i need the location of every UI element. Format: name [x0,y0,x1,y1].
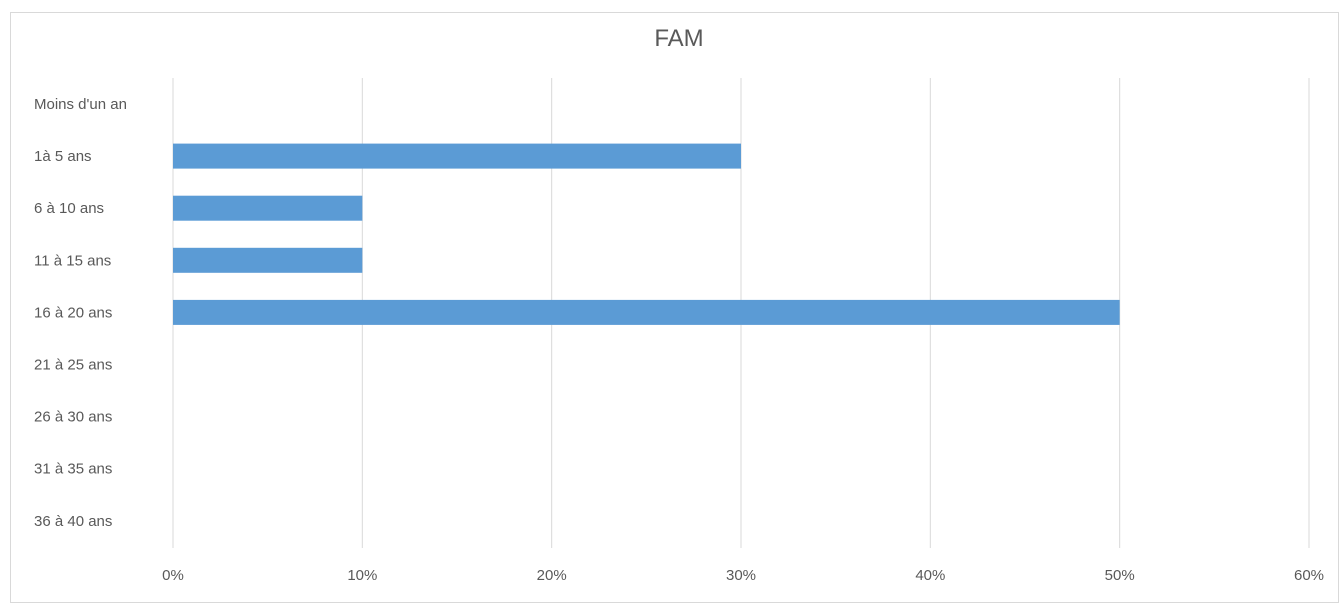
x-tick-label: 60% [1294,567,1324,584]
x-tick-label: 40% [915,567,945,584]
category-label: 6 à 10 ans [34,200,104,217]
bar [173,299,1120,325]
bar [173,247,363,273]
bars [173,143,1120,325]
category-label: 1à 5 ans [34,148,92,165]
category-label: 36 à 40 ans [34,513,112,530]
x-tick-label: 0% [162,567,184,584]
category-labels: Moins d'un an 1à 5 ans 6 à 10 ans 11 à 15 a… [34,96,127,530]
category-label: 11 à 15 ans [34,252,111,269]
category-label: 16 à 20 ans [34,304,112,321]
x-tick-labels: 0% 10% 20% 30% 40% 50% 60% [162,567,1324,584]
x-tick-label: 50% [1105,567,1135,584]
x-tick-label: 10% [347,567,377,584]
bar [173,195,363,221]
category-label: 26 à 30 ans [34,409,112,426]
category-label: 21 à 25 ans [34,357,112,374]
x-tick-label: 20% [537,567,567,584]
bar [173,143,741,169]
x-tick-label: 30% [726,567,756,584]
category-label: Moins d'un an [34,96,127,113]
chart-title: FAM [654,25,703,52]
category-label: 31 à 35 ans [34,461,112,478]
